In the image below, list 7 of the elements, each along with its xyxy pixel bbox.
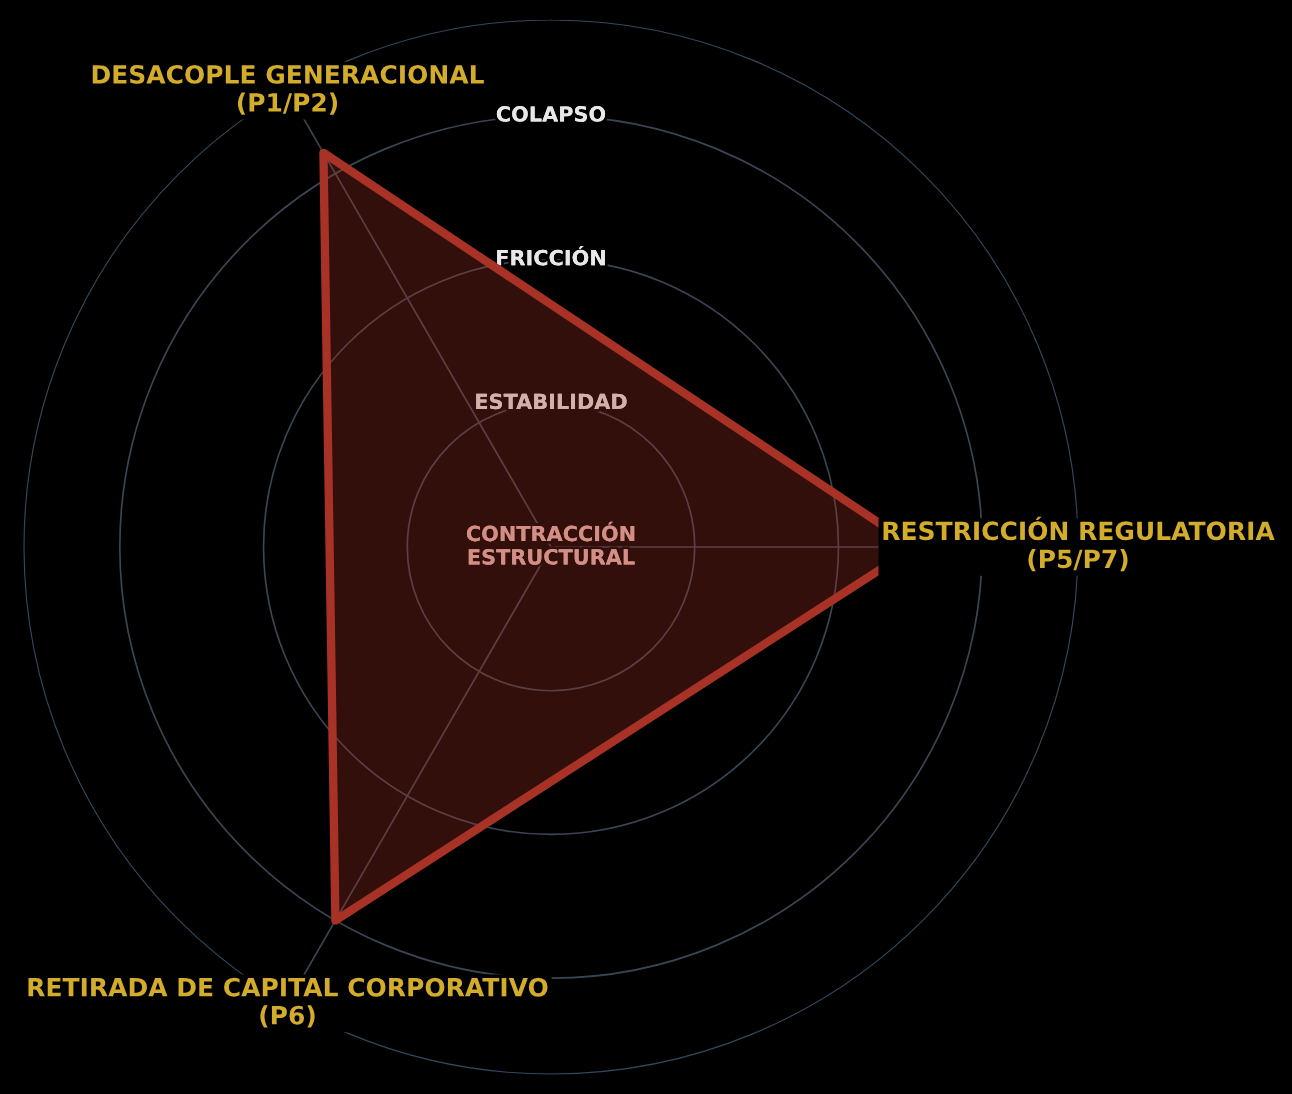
y-tick-label: COLAPSO — [496, 106, 606, 122]
y-tick-label: ESTABILIDAD — [476, 393, 627, 410]
y-tick-label: FRICCIÓN — [497, 246, 605, 266]
spoke-label: RESTRICCIÓN REGULATORIA (P5/P7) — [883, 516, 1275, 572]
y-tick-label: CONTRACCIÓN ESTRUCTURAL — [466, 521, 635, 565]
spoke-label: RETIRADA DE CAPITAL CORPORATIVO (P6) — [28, 977, 548, 1028]
spoke-label: DESACOPLE GENERACIONAL (P1/P2) — [92, 64, 484, 115]
